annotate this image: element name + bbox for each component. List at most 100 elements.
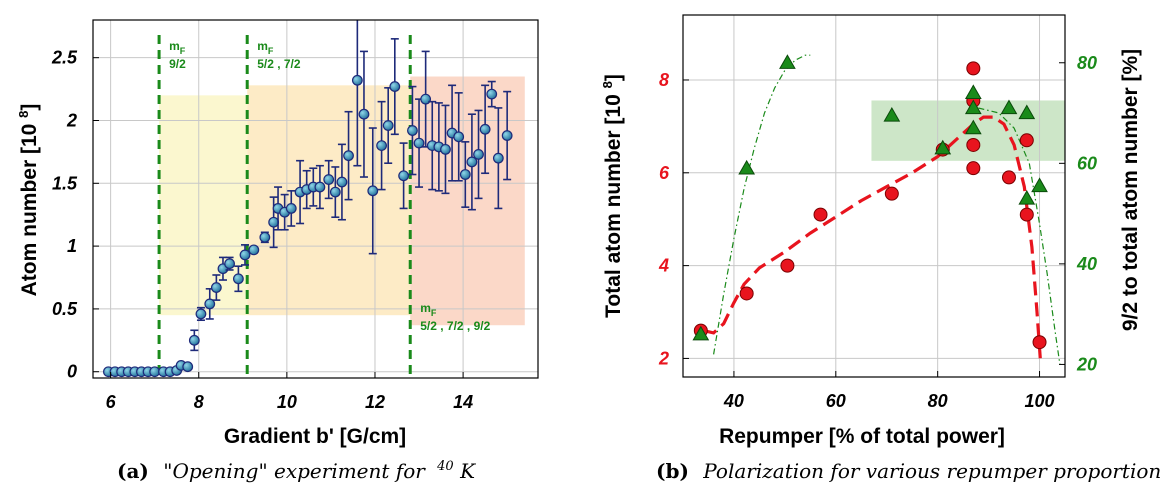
fit-curve-1	[713, 54, 811, 355]
x-tick-label: 60	[826, 391, 846, 411]
data-point	[413, 137, 425, 149]
shaded-region-1	[247, 85, 411, 316]
data-point	[466, 156, 478, 168]
chart-b: 40 60 80 100 2 4 6 8 20 40 60 80 Repumper [% of tot…	[600, 14, 1161, 483]
chart-a-caption: (a) "Opening" experiment for 40 K	[117, 451, 476, 483]
data-point	[501, 130, 513, 141]
x-tick-label: 12	[365, 392, 385, 412]
y-tick-label: 2	[658, 348, 669, 368]
fit-curve-2	[978, 107, 1061, 365]
data-point-circle	[813, 207, 828, 222]
data-point	[420, 93, 432, 105]
data-point-circle	[966, 161, 981, 176]
data-point	[285, 203, 297, 214]
data-point-triangle	[779, 54, 796, 69]
data-point-circle	[1019, 207, 1034, 222]
y-tick-label: 8	[659, 70, 669, 90]
data-point	[398, 170, 410, 182]
data-point-triangle	[1000, 99, 1018, 115]
x-tick-label: 8	[194, 392, 204, 412]
threshold-label-2: mF	[420, 301, 437, 318]
chart-b-ylabel: Total atom number [10 8]	[600, 74, 625, 318]
data-point-triangle	[738, 159, 756, 175]
data-point	[323, 174, 335, 185]
x-tick-label: 10	[277, 392, 297, 412]
y-tick-label: 4	[658, 256, 669, 276]
chart-b-frame	[682, 14, 1066, 378]
y-tick-label: 2.5	[51, 48, 78, 68]
x-tick-label: 14	[453, 392, 473, 412]
chart-b-xlabel: Repumper [% of total power]	[719, 425, 1005, 448]
data-point-triangle	[934, 139, 952, 155]
data-point-circle	[1001, 170, 1016, 185]
threshold-states-2: 5/2 , 7/2 , 9/2	[420, 319, 490, 333]
data-point-circle	[966, 137, 981, 152]
data-point	[248, 244, 260, 256]
data-point	[149, 366, 161, 378]
data-point-circle	[739, 286, 754, 301]
fit-curve-0	[703, 115, 1043, 364]
y-tick-label: 0	[67, 362, 77, 382]
data-point-triangle	[964, 99, 982, 115]
data-point	[329, 186, 341, 198]
chart-a-ylabel: Atom number [10 8]	[16, 104, 41, 297]
data-point	[382, 120, 394, 131]
y-tick-label: 0.5	[52, 299, 78, 319]
y2-tick-label: 40	[1076, 254, 1097, 274]
data-point	[182, 361, 194, 373]
data-point	[239, 249, 251, 261]
y2-tick-label: 20	[1076, 354, 1097, 374]
x-tick-label: 100	[1025, 391, 1055, 411]
data-point-circle	[1019, 133, 1034, 148]
data-point	[336, 176, 348, 188]
y-tick-label: 6	[659, 163, 670, 183]
data-point-triangle	[964, 119, 982, 135]
data-point-triangle	[1031, 177, 1048, 193]
chart-a-xlabel: Gradient b' [G/cm]	[224, 425, 406, 448]
data-point-circle	[884, 186, 899, 201]
data-point	[479, 123, 491, 135]
x-tick-label: 6	[106, 392, 117, 412]
data-point	[204, 298, 216, 310]
data-point	[389, 81, 401, 92]
threshold-label-0: mF	[169, 39, 186, 56]
data-point	[492, 152, 504, 164]
chart-b-y2label: 9/2 to total atom number [%]	[1119, 49, 1142, 331]
data-point	[343, 150, 354, 162]
data-point	[459, 169, 471, 180]
data-point	[358, 108, 370, 120]
data-point	[195, 308, 207, 320]
data-point	[268, 216, 280, 228]
chart-b-caption: (b) Polarization for various repumper pr…	[656, 459, 1161, 483]
y-tick-label: 1	[67, 236, 77, 256]
data-point	[376, 140, 387, 152]
data-point	[407, 125, 418, 136]
data-point	[188, 334, 200, 346]
data-point-circle	[780, 258, 795, 273]
data-point	[486, 88, 498, 100]
y2-tick-label: 60	[1077, 153, 1097, 173]
threshold-states-0: 9/2	[169, 57, 186, 71]
data-point	[351, 74, 363, 86]
y2-tick-label: 80	[1077, 53, 1097, 73]
y-tick-label: 1.5	[52, 173, 78, 193]
data-point-circle	[1032, 335, 1047, 350]
shaded-region-2	[410, 76, 525, 326]
x-tick-label: 40	[723, 391, 744, 411]
threshold-states-1: 5/2 , 7/2	[257, 57, 301, 71]
data-point	[367, 185, 379, 197]
data-point-triangle	[883, 107, 901, 122]
data-point	[314, 181, 326, 193]
data-point-circle	[966, 61, 981, 76]
data-point-triangle	[964, 84, 982, 100]
chart-a-frame	[92, 19, 539, 379]
data-point	[453, 131, 465, 143]
shaded-region-0	[159, 95, 248, 316]
threshold-label-1: mF	[257, 39, 274, 56]
data-point	[440, 143, 451, 155]
x-tick-label: 80	[928, 391, 948, 411]
y-tick-label: 2	[66, 110, 77, 130]
data-point	[473, 149, 484, 160]
